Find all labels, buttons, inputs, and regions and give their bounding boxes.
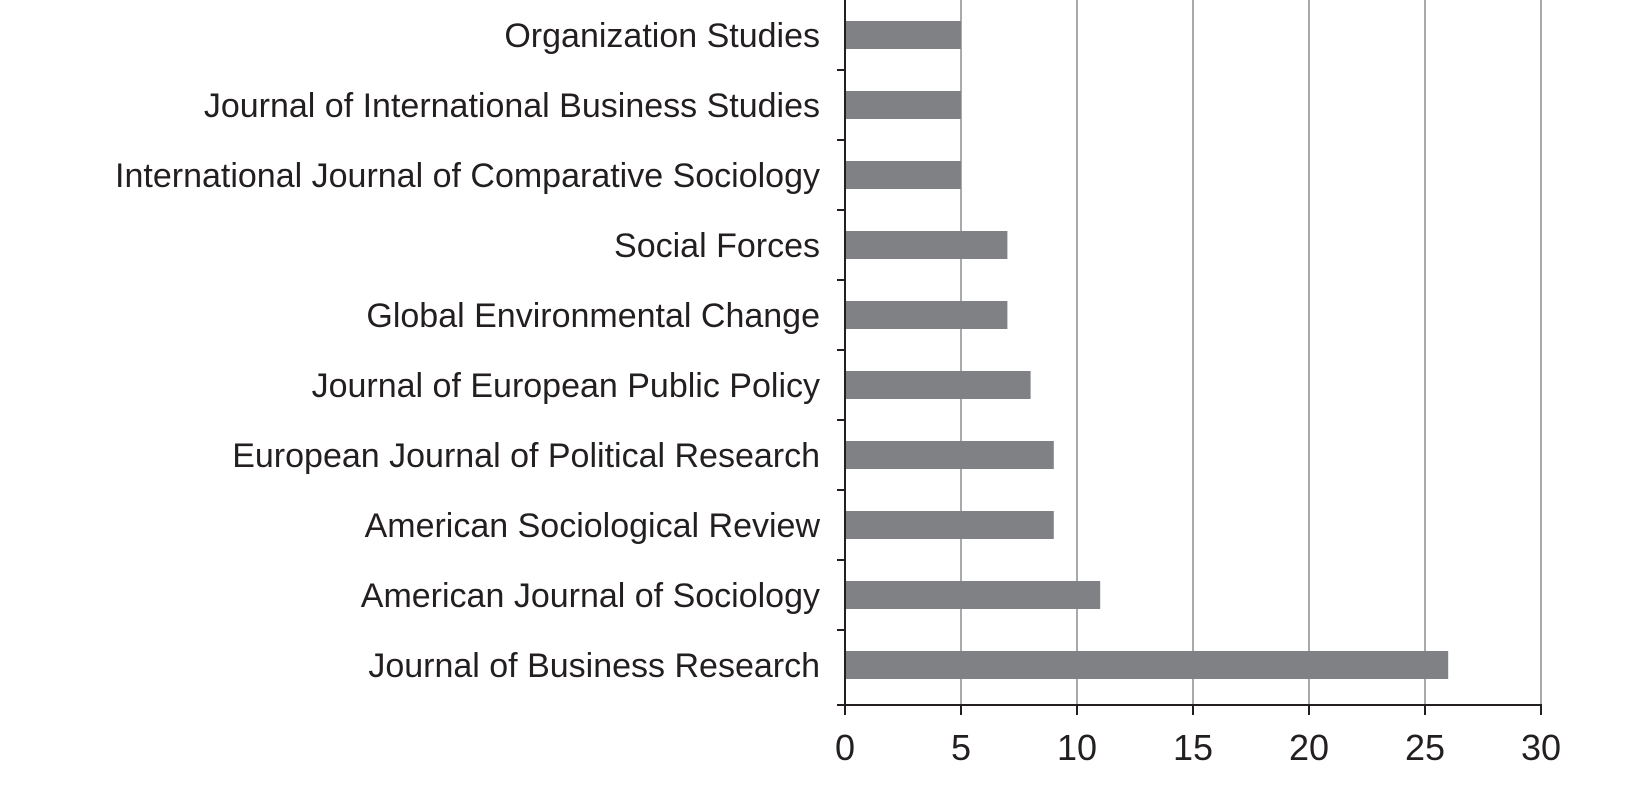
category-label: European Journal of Political Research [232, 437, 820, 475]
x-tick-label: 20 [1289, 727, 1329, 768]
x-tick-label: 5 [951, 727, 971, 768]
x-tick-label: 15 [1173, 727, 1213, 768]
category-label: Journal of International Business Studie… [204, 87, 820, 125]
bar [845, 21, 961, 49]
category-label: Global Environmental Change [366, 297, 820, 335]
x-tick-label: 10 [1057, 727, 1097, 768]
category-label: Organization Studies [504, 17, 820, 55]
bar [845, 651, 1449, 679]
bar [845, 511, 1054, 539]
category-label: Social Forces [614, 227, 820, 265]
bar [845, 161, 961, 189]
bar [845, 581, 1101, 609]
bar [845, 231, 1008, 259]
category-label: American Sociological Review [365, 507, 821, 545]
bar [845, 91, 961, 119]
x-tick-label: 25 [1405, 727, 1445, 768]
x-tick-label: 30 [1521, 727, 1561, 768]
bar [845, 371, 1031, 399]
x-tick-label: 0 [835, 727, 855, 768]
category-label: American Journal of Sociology [361, 577, 820, 615]
bar [845, 441, 1054, 469]
bar [845, 301, 1008, 329]
category-label: Journal of Business Research [368, 647, 820, 685]
category-label: Journal of European Public Policy [312, 367, 820, 405]
category-label: International Journal of Comparative Soc… [115, 157, 820, 195]
